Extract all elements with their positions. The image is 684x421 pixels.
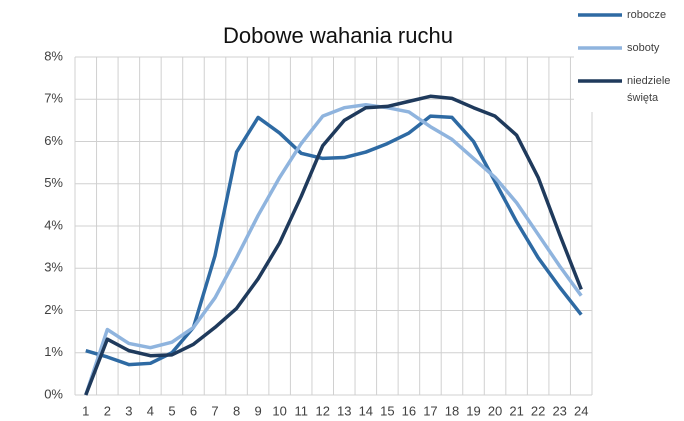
x-tick-label: 20 <box>488 403 502 418</box>
x-tick-label: 9 <box>254 403 261 418</box>
x-tick-label: 2 <box>104 403 111 418</box>
y-tick-label: 3% <box>44 260 63 275</box>
legend-label: robocze <box>627 9 666 21</box>
legend-label: niedziele święta <box>627 75 670 104</box>
legend-label: soboty <box>627 42 660 54</box>
y-tick-label: 4% <box>44 217 63 232</box>
x-tick-label: 16 <box>402 403 416 418</box>
x-tick-label: 22 <box>531 403 545 418</box>
y-tick-label: 2% <box>44 302 63 317</box>
chart-title: Dobowe wahania ruchu <box>223 23 453 48</box>
x-tick-label: 17 <box>423 403 437 418</box>
x-tick-label: 14 <box>359 403 373 418</box>
x-tick-label: 23 <box>552 403 566 418</box>
x-tick-label: 8 <box>233 403 240 418</box>
x-tick-label: 10 <box>272 403 286 418</box>
x-tick-label: 21 <box>509 403 523 418</box>
x-tick-label: 5 <box>168 403 175 418</box>
x-tick-label: 11 <box>294 403 308 418</box>
y-tick-label: 1% <box>44 344 63 359</box>
y-tick-label: 8% <box>44 48 63 63</box>
y-tick-label: 6% <box>44 133 63 148</box>
x-tick-label: 15 <box>380 403 394 418</box>
x-tick-label: 24 <box>574 403 588 418</box>
legend-box <box>574 0 684 112</box>
y-tick-label: 7% <box>44 91 63 106</box>
x-tick-label: 3 <box>125 403 132 418</box>
x-tick-label: 1 <box>82 403 89 418</box>
x-tick-label: 12 <box>315 403 329 418</box>
series-line <box>84 94 583 396</box>
y-tick-label: 0% <box>44 386 63 401</box>
x-tick-label: 7 <box>211 403 218 418</box>
y-tick-label: 5% <box>44 175 63 190</box>
x-tick-label: 18 <box>445 403 459 418</box>
x-tick-label: 4 <box>147 403 154 418</box>
series-line <box>84 102 583 396</box>
x-tick-label: 13 <box>337 403 351 418</box>
x-tick-label: 19 <box>466 403 480 418</box>
x-tick-label: 6 <box>190 403 197 418</box>
